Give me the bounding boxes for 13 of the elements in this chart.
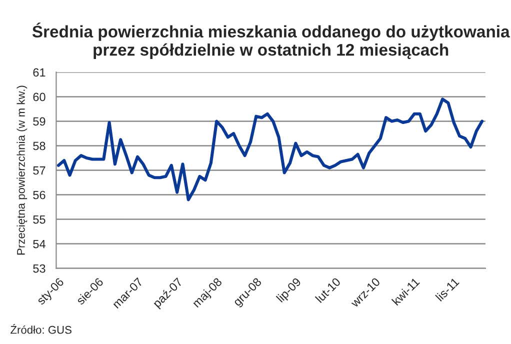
y-tick-label: 60 [33, 92, 46, 102]
y-tick-label: 53 [33, 264, 46, 273]
y-tick-label: 56 [33, 190, 46, 200]
y-tick-label: 61 [33, 68, 46, 77]
y-tick-label: 55 [33, 215, 46, 224]
text: Źródło: GUS [10, 324, 72, 334]
y-axis-title: Przeciętna powierzchnia (w m kw.) [16, 86, 28, 255]
y-tick-label: 57 [33, 166, 46, 175]
chart-title: Średnia powierzchnia mieszkania oddanego do użytkowania przez spółdzielnie w ostatnich 12 miesiącach [32, 22, 510, 60]
y-tick-label: 58 [33, 142, 46, 150]
line-series [56, 98, 484, 202]
y-tick-label: 59 [33, 117, 46, 126]
y-tick-label: 54 [33, 240, 46, 248]
